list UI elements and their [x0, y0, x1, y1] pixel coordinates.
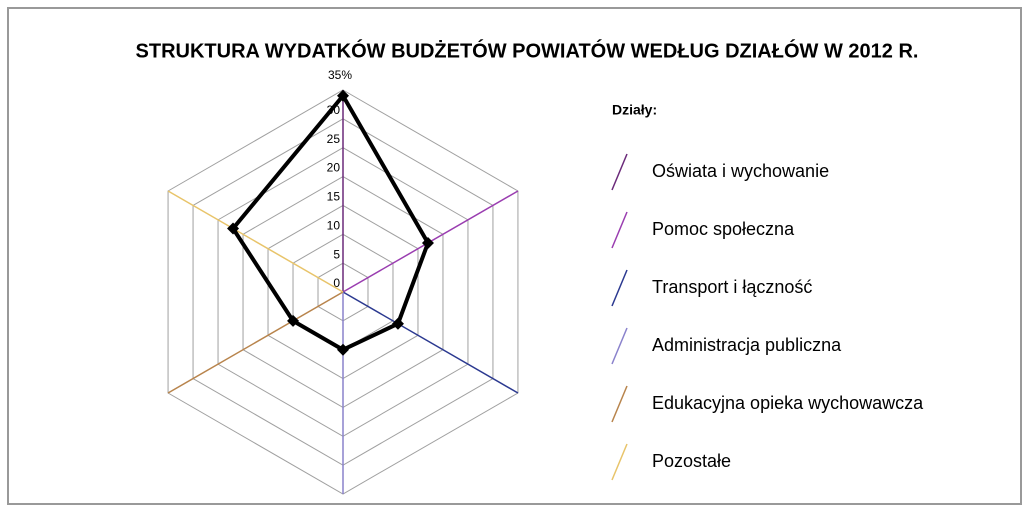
legend-swatch: [611, 327, 628, 365]
r-tick-label: 25: [327, 132, 341, 146]
legend-swatch: [611, 443, 628, 481]
legend-title: Działy:: [612, 102, 657, 118]
axis-line: [167, 190, 344, 293]
data-marker: [337, 89, 349, 102]
data-marker: [421, 236, 434, 249]
r-tick-label: 5: [333, 247, 340, 261]
legend-label: Edukacyjna opieka wychowawcza: [652, 393, 924, 413]
r-tick-label: 15: [327, 190, 341, 204]
r-tick-label: 20: [327, 161, 341, 175]
legend-label: Pomoc społeczna: [652, 219, 795, 239]
data-marker: [391, 317, 404, 330]
axis-line: [167, 291, 344, 394]
legend-label: Administracja publiczna: [652, 335, 842, 355]
data-marker: [287, 314, 300, 327]
chart-frame: [7, 7, 1022, 505]
legend-label: Pozostałe: [652, 451, 731, 471]
r-tick-label: 0: [333, 276, 340, 290]
legend-swatch: [611, 269, 628, 307]
legend-label: Oświata i wychowanie: [652, 161, 829, 181]
data-marker: [227, 222, 240, 235]
chart-title: STRUKTURA WYDATKÓW BUDŻETÓW POWIATÓW WED…: [136, 38, 919, 62]
legend-swatch: [611, 385, 628, 423]
data-marker: [337, 343, 349, 356]
legend-swatch: [611, 211, 628, 249]
r-tick-label: 35%: [328, 68, 352, 82]
legend-swatch: [611, 153, 628, 191]
legend-label: Transport i łączność: [652, 277, 812, 297]
r-tick-label: 10: [327, 218, 341, 232]
axis-line: [342, 291, 519, 394]
